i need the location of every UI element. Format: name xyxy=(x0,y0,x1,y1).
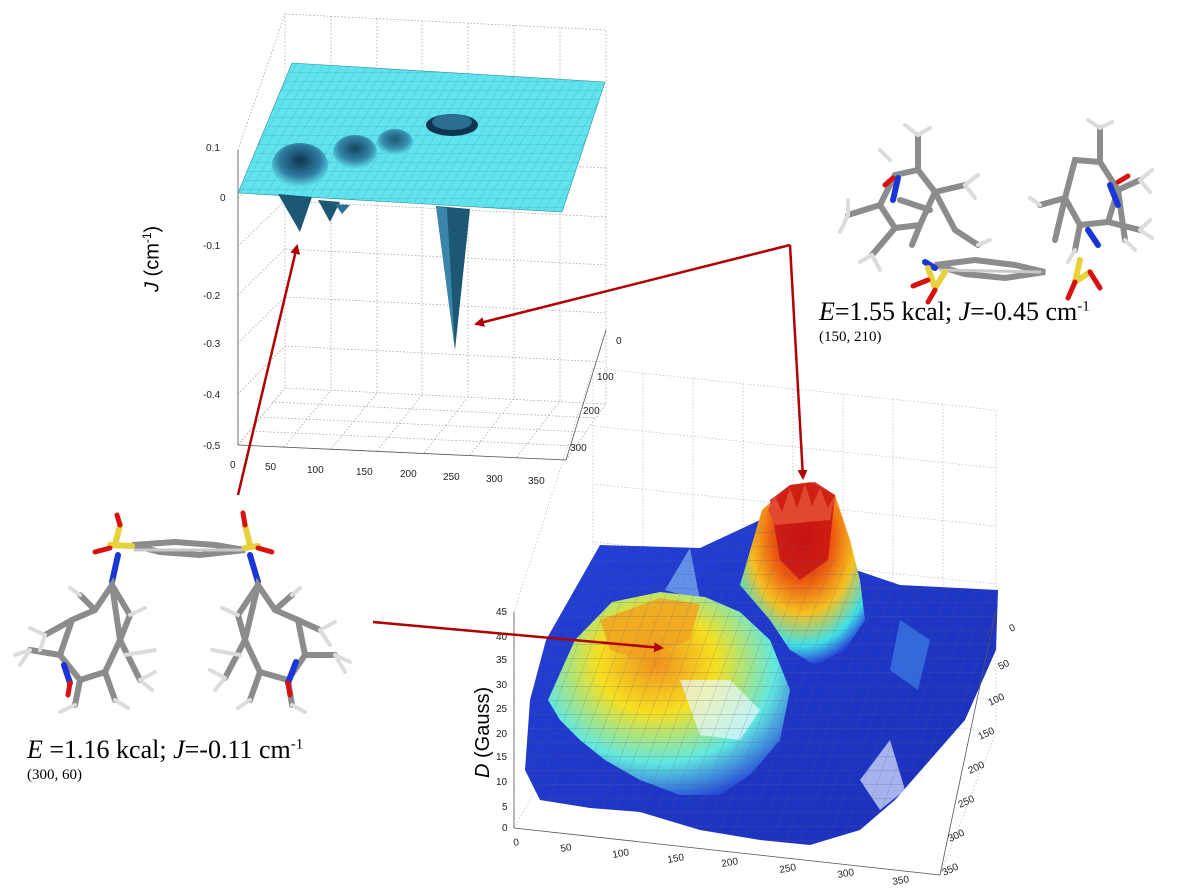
j-z-tick: -0.3 xyxy=(203,339,221,350)
d-x-tick: 50 xyxy=(560,842,573,855)
d-z-tick: 40 xyxy=(496,632,508,643)
d-z-tick: 35 xyxy=(496,655,508,666)
caption-2-j-var: J xyxy=(173,735,185,764)
d-y-tick: 50 xyxy=(997,658,1012,673)
d-surface xyxy=(525,482,998,845)
caption-2-coords: (300, 60) xyxy=(27,767,82,783)
j-y-tick: 100 xyxy=(597,372,614,383)
d-x-tick: 100 xyxy=(612,847,631,861)
d-z-tick: 10 xyxy=(496,777,508,788)
d-x-tick: 200 xyxy=(721,856,740,870)
j-x-tick: 350 xyxy=(528,476,545,487)
j-x-tick: 200 xyxy=(400,469,417,480)
annotation-arrows xyxy=(236,243,808,653)
j-x-tick: 100 xyxy=(307,465,324,476)
d-x-tick: 0 xyxy=(513,837,521,849)
j-x-tick: 150 xyxy=(356,467,373,478)
d-y-tick: 100 xyxy=(987,692,1007,709)
d-z-tick: 45 xyxy=(496,607,508,618)
j-flat-surface xyxy=(237,62,606,350)
j-x-tick: 50 xyxy=(265,462,277,473)
j-x-tick: 250 xyxy=(443,472,460,483)
j-axis-label-close: ) xyxy=(141,225,164,233)
d-z-tick: 25 xyxy=(496,704,508,715)
molecule-left xyxy=(13,510,352,714)
d-axis-label-var: D xyxy=(472,763,494,778)
j-x-ticks: 0 50 100 150 200 250 300 350 xyxy=(230,460,545,487)
j-x-tick: 300 xyxy=(486,474,503,485)
d-axis-label-unit: (Gauss) xyxy=(472,686,494,758)
d-x-tick: 150 xyxy=(667,852,686,866)
d-x-axis-line xyxy=(513,827,941,876)
d-x-ticks: 0 50 100 150 200 250 300 350 xyxy=(513,837,911,888)
j-axis-label-exp: -1 xyxy=(140,232,154,244)
d-y-tick: 150 xyxy=(977,726,997,743)
d-z-tick: 5 xyxy=(502,802,508,813)
d-axis-label: D (Gauss) xyxy=(472,687,495,778)
j-z-tick: 0 xyxy=(220,193,226,204)
j-y-tick: 200 xyxy=(583,406,600,417)
caption-conformer-1: E=1.55 kcal; J=-0.45 cm-1 (150, 210) xyxy=(819,297,1090,346)
d-z-tick: 20 xyxy=(496,729,508,740)
caption-2-j-text: =-0.11 cm xyxy=(184,735,291,764)
j-axis-label-var: J xyxy=(141,282,164,292)
caption-1-j-text: =-0.45 cm xyxy=(970,297,1078,326)
j-axis-label: J (cm-1) xyxy=(140,226,165,292)
caption-1-j-var: J xyxy=(958,297,971,326)
j-z-tick: 0.1 xyxy=(206,143,220,154)
j-z-tick: -0.2 xyxy=(203,291,221,302)
j-y-ticks: 0 100 200 300 xyxy=(570,336,622,454)
j-y-axis-line xyxy=(565,329,607,461)
j-z-tick: -0.1 xyxy=(203,241,221,252)
d-x-tick: 300 xyxy=(837,867,856,881)
caption-2-main: E =1.16 kcal; J=-0.11 cm-1 xyxy=(27,735,303,764)
caption-2-j-exp: -1 xyxy=(290,736,304,753)
j-x-axis-line xyxy=(237,444,567,461)
j-z-tick: -0.5 xyxy=(203,441,221,452)
j-z-tick: -0.4 xyxy=(203,390,221,401)
j-x-tick: 0 xyxy=(230,460,236,471)
molecule-top-right xyxy=(838,118,1154,305)
caption-1-e-text: =1.55 kcal; xyxy=(834,297,959,326)
j-axis-label-unit: (cm xyxy=(141,243,164,277)
d-y-tick: 250 xyxy=(957,794,977,811)
d-x-tick: 250 xyxy=(779,862,798,876)
d-z-tick: 0 xyxy=(502,823,508,834)
caption-1-main: E=1.55 kcal; J=-0.45 cm-1 xyxy=(819,297,1090,326)
d-x-tick: 350 xyxy=(892,874,911,888)
caption-1-coords: (150, 210) xyxy=(819,329,882,345)
d-y-tick: 200 xyxy=(967,760,987,777)
d-z-ticks: 45 40 35 30 25 20 15 10 5 0 xyxy=(496,607,508,834)
caption-2-e-text: =1.16 kcal; xyxy=(42,735,174,764)
caption-1-e-var: E xyxy=(819,297,835,326)
d-y-tick: 350 xyxy=(941,862,961,879)
j-z-ticks: 0.1 0 -0.1 -0.2 -0.3 -0.4 -0.5 xyxy=(203,143,226,452)
caption-1-j-exp: -1 xyxy=(1077,298,1090,315)
d-y-tick: 0 xyxy=(1008,622,1018,635)
d-y-axis-line xyxy=(939,609,997,876)
caption-conformer-2: E =1.16 kcal; J=-0.11 cm-1 (300, 60) xyxy=(27,735,303,784)
j-y-tick: 0 xyxy=(616,336,622,347)
j-y-tick: 300 xyxy=(570,443,587,454)
caption-2-e-var: E xyxy=(27,735,43,764)
d-z-tick: 30 xyxy=(496,680,508,691)
d-z-tick: 15 xyxy=(496,752,508,763)
